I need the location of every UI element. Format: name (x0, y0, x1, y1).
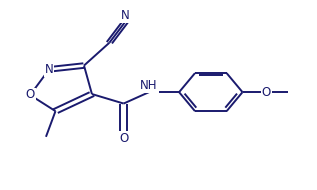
Text: N: N (121, 9, 130, 22)
Text: O: O (119, 132, 128, 145)
Text: O: O (262, 86, 271, 99)
Text: O: O (25, 89, 35, 101)
Text: NH: NH (140, 79, 158, 92)
Text: N: N (45, 63, 54, 76)
